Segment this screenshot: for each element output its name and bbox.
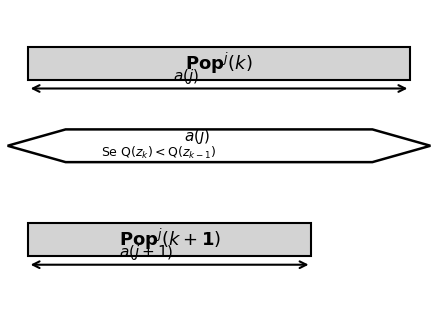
FancyBboxPatch shape bbox=[28, 223, 311, 256]
Text: $a(j+1)$: $a(j+1)$ bbox=[119, 243, 173, 262]
Text: $\mathbf{Pop}^{j}( k+\mathbf{1} )$: $\mathbf{Pop}^{j}( k+\mathbf{1} )$ bbox=[119, 227, 221, 252]
Text: $\mathbf{Pop}^{j}( k )$: $\mathbf{Pop}^{j}( k )$ bbox=[185, 51, 253, 76]
Text: Se $\mathrm{Q}(z_k) < \mathrm{Q}(z_{k-1})$: Se $\mathrm{Q}(z_k) < \mathrm{Q}(z_{k-1}… bbox=[101, 145, 216, 161]
Text: $a(j)$: $a(j)$ bbox=[173, 67, 199, 86]
FancyBboxPatch shape bbox=[28, 47, 410, 80]
Text: $a(j)$: $a(j)$ bbox=[184, 127, 211, 146]
Polygon shape bbox=[7, 130, 431, 162]
